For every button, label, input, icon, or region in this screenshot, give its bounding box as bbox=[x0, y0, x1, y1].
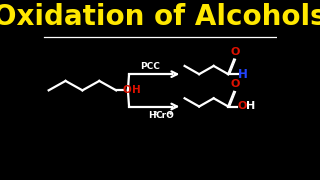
Text: Oxidation of Alcohols: Oxidation of Alcohols bbox=[0, 3, 320, 31]
Text: O: O bbox=[230, 79, 239, 89]
Text: O: O bbox=[237, 101, 247, 111]
Text: O: O bbox=[230, 47, 239, 57]
Text: H: H bbox=[132, 85, 141, 95]
Text: CrO: CrO bbox=[156, 111, 174, 120]
Text: 2: 2 bbox=[152, 111, 157, 116]
Text: H: H bbox=[148, 111, 156, 120]
Text: PCC: PCC bbox=[140, 62, 160, 71]
Text: 4: 4 bbox=[167, 111, 172, 116]
Text: H: H bbox=[238, 68, 248, 81]
Text: O: O bbox=[123, 85, 132, 95]
Text: H: H bbox=[246, 101, 255, 111]
